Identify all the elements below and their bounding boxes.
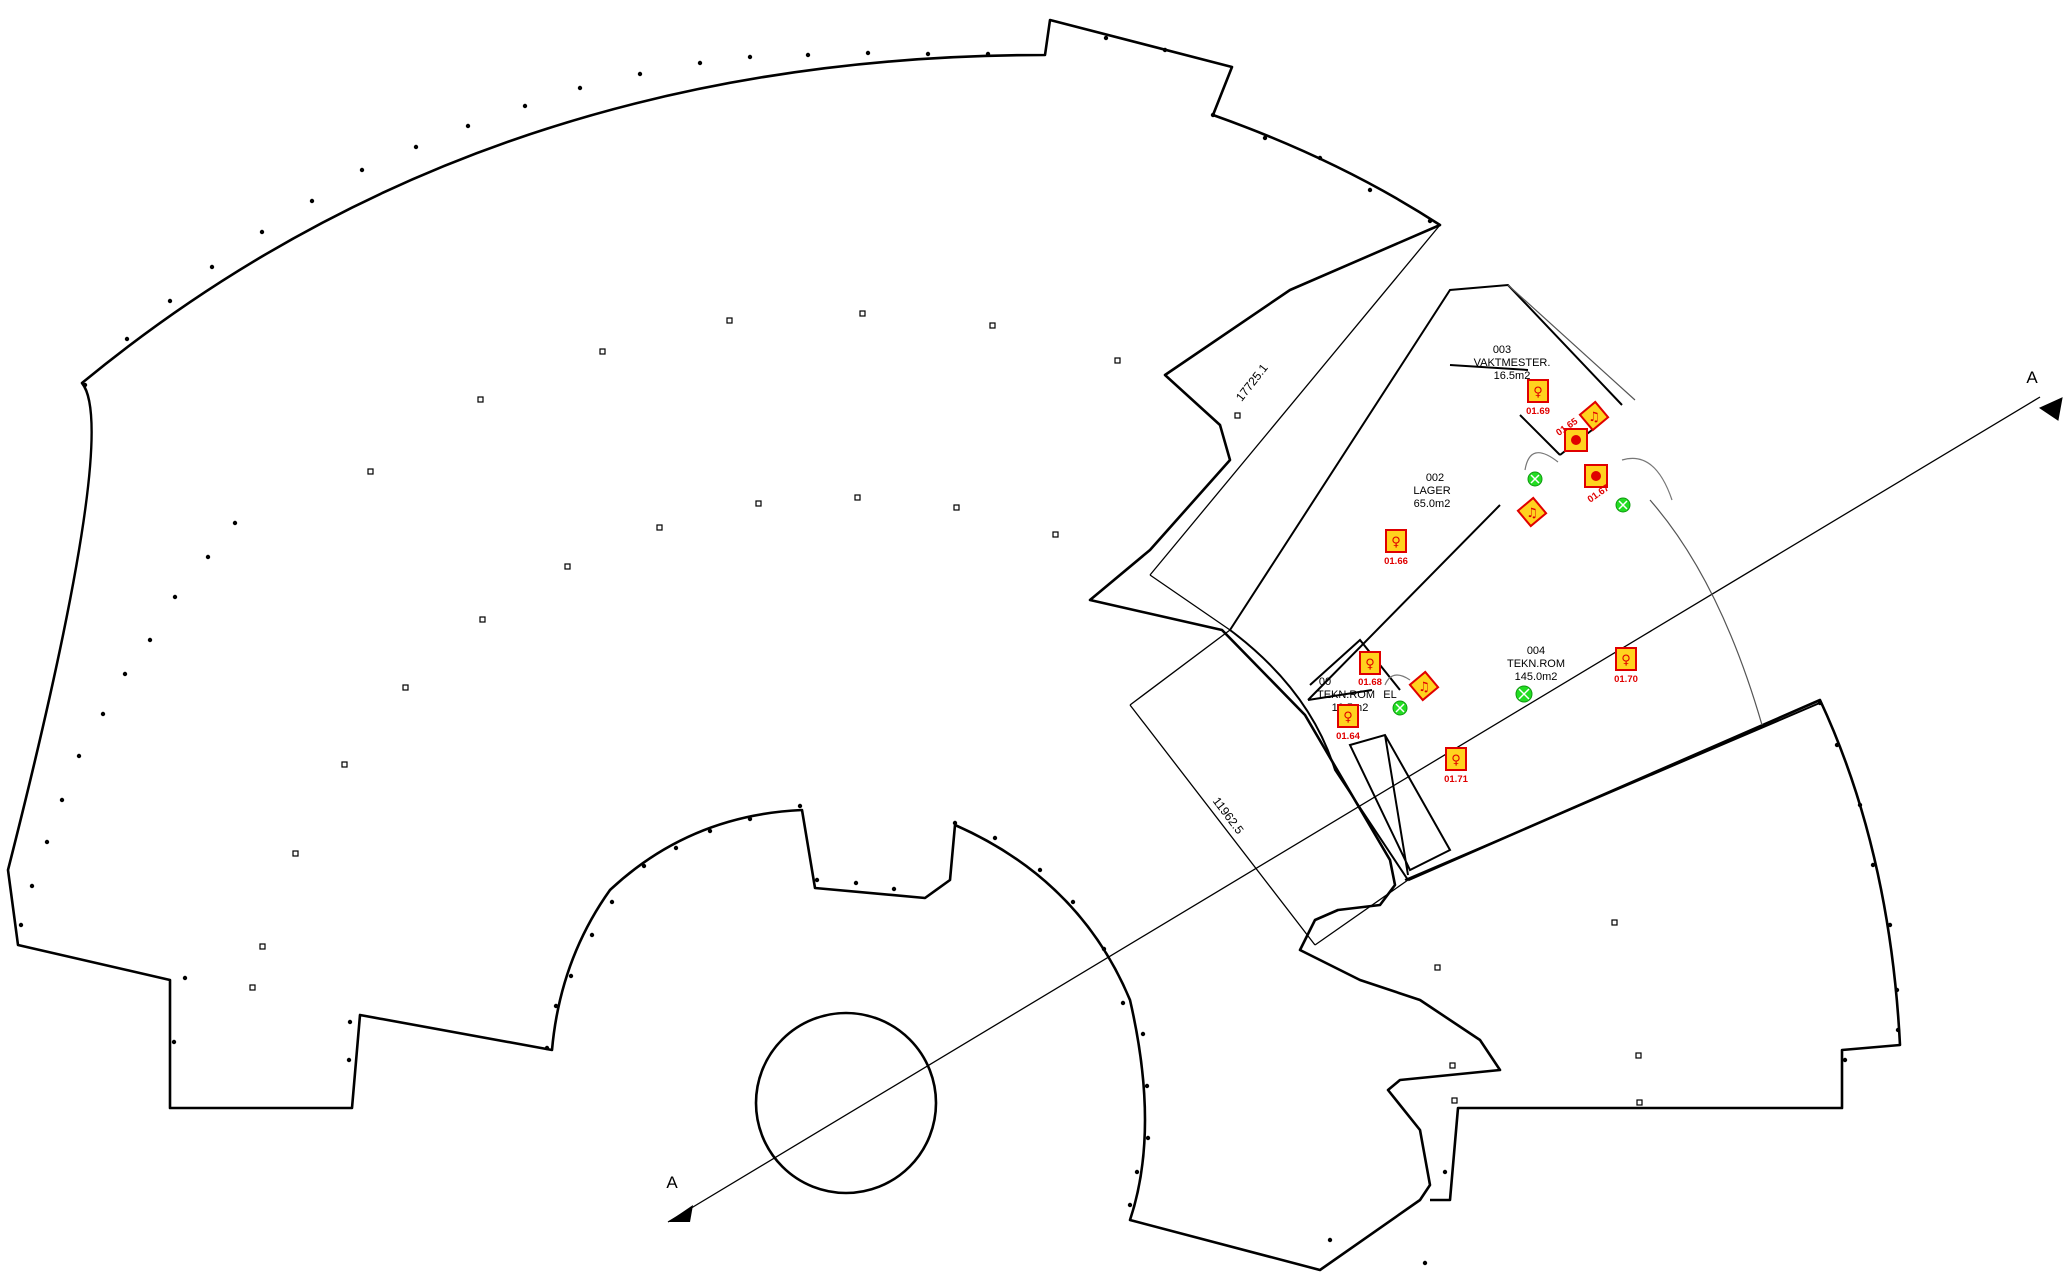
fire-extinguisher-icon: ♀ xyxy=(1391,535,1401,550)
fire-extinguisher-01-68: ♀ 01.68 xyxy=(1358,651,1382,688)
svg-text:004: 004 xyxy=(1527,645,1545,657)
fire-alarm-01-65: 01.65 xyxy=(1554,416,1588,452)
door-swings xyxy=(1384,452,1673,686)
svg-text:003: 003 xyxy=(1493,344,1511,356)
fire-extinguisher-icon: ♀ xyxy=(1343,710,1353,725)
svg-text:00: 00 xyxy=(1319,676,1331,688)
svg-text:65.0m2: 65.0m2 xyxy=(1414,498,1451,510)
bell-icon: ♫ xyxy=(1526,506,1538,521)
fire-alarm-button-icon xyxy=(1571,435,1581,445)
emergency-exit-markers xyxy=(1392,471,1631,716)
svg-text:01.69: 01.69 xyxy=(1526,406,1550,417)
section-line xyxy=(667,396,2041,1223)
svg-text:01.70: 01.70 xyxy=(1614,674,1638,685)
bell-icon: ♫ xyxy=(1588,410,1600,425)
svg-text:LAGER: LAGER xyxy=(1413,485,1450,497)
svg-text:EL: EL xyxy=(1383,689,1396,701)
dimension-line-1 xyxy=(1149,224,1441,576)
alarm-bell-symbols: ♫ ♫ ♫ xyxy=(1408,400,1610,702)
room-003-label: 003 VAKTMESTER. 16.5m2 xyxy=(1474,344,1551,382)
main-building-outline xyxy=(6,18,1502,1272)
svg-text:VAKTMESTER.: VAKTMESTER. xyxy=(1474,357,1551,369)
svg-text:01.68: 01.68 xyxy=(1358,677,1382,688)
right-wing-outline xyxy=(1407,698,1902,1202)
svg-text:145.0m2: 145.0m2 xyxy=(1515,671,1558,683)
section-arrow-bottom xyxy=(668,1205,693,1222)
structural-columns xyxy=(249,310,1643,1106)
fire-alarm-01-67: 01.67 xyxy=(1584,464,1611,505)
svg-text:01.71: 01.71 xyxy=(1444,774,1468,785)
dimension-label-1: 17725.1 xyxy=(1233,361,1271,404)
fire-extinguisher-icon: ♀ xyxy=(1533,385,1543,400)
stair-void xyxy=(1348,733,1452,876)
dimension-ext-3 xyxy=(1314,879,1409,946)
fire-extinguisher-icon: ♀ xyxy=(1451,753,1461,768)
fire-extinguisher-01-66: ♀ 01.66 xyxy=(1384,529,1408,567)
dimension-ext-1 xyxy=(1149,574,1231,631)
svg-text:01.64: 01.64 xyxy=(1336,731,1360,742)
svg-text:TEKN.ROM: TEKN.ROM xyxy=(1507,658,1565,670)
dimension-line-2 xyxy=(1129,704,1316,946)
section-arrow-top xyxy=(2038,397,2063,421)
section-label-top: A xyxy=(2026,368,2038,387)
bell-icon: ♫ xyxy=(1418,680,1430,695)
svg-text:TEKN.ROM: TEKN.ROM xyxy=(1317,689,1375,701)
perimeter-points xyxy=(18,35,1901,1266)
fire-extinguisher-icon: ♀ xyxy=(1365,657,1375,672)
circular-atrium xyxy=(754,1011,938,1195)
section-label-bottom: A xyxy=(666,1173,678,1192)
glazing xyxy=(1507,284,1763,726)
svg-text:01.66: 01.66 xyxy=(1384,556,1408,567)
svg-text:002: 002 xyxy=(1426,472,1444,484)
fire-extinguisher-01-64: ♀ 01.64 xyxy=(1336,704,1361,742)
room-004-label: 004 TEKN.ROM 145.0m2 xyxy=(1507,645,1565,683)
room-walls xyxy=(1229,283,1623,881)
fire-extinguisher-01-71: ♀ 01.71 xyxy=(1444,747,1469,785)
dimension-ext-2 xyxy=(1129,629,1231,706)
fire-extinguisher-01-69: ♀ 01.69 xyxy=(1526,379,1550,417)
fire-extinguisher-01-70: ♀ 01.70 xyxy=(1614,647,1638,685)
room-002-label: 002 LAGER 65.0m2 xyxy=(1413,472,1450,510)
fire-alarm-button-icon xyxy=(1591,471,1601,481)
fire-extinguisher-icon: ♀ xyxy=(1621,653,1631,668)
svg-text:16.5m2: 16.5m2 xyxy=(1494,370,1531,382)
corridor-wall xyxy=(1404,701,1823,881)
